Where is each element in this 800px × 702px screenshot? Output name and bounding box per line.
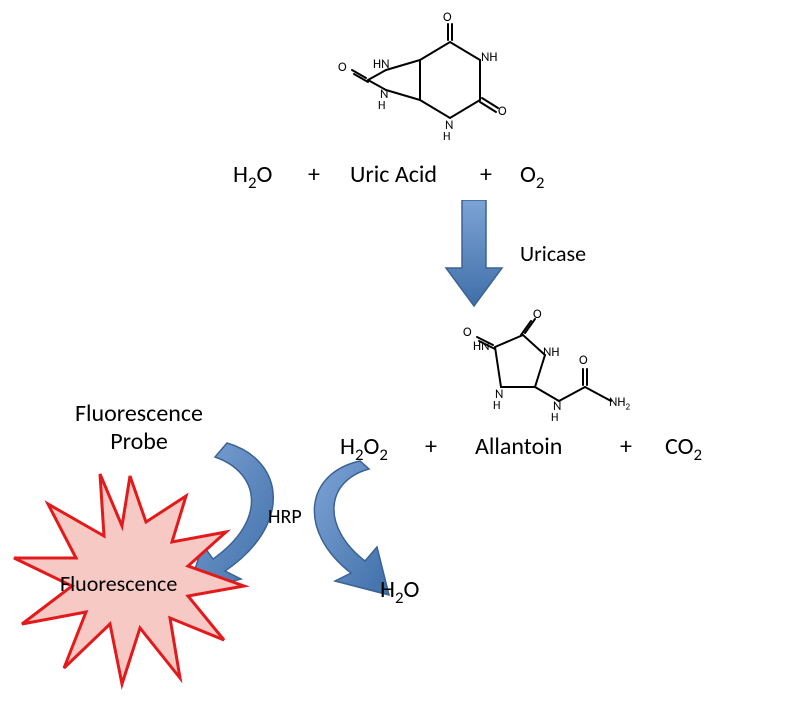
- uricase-label: Uricase: [520, 240, 586, 267]
- uric-H-b: H: [443, 130, 450, 144]
- prod-co2: CO2: [665, 432, 702, 465]
- uric-O-left: O: [338, 60, 347, 75]
- al-O-side: O: [579, 353, 588, 368]
- uricase-arrow: [444, 200, 504, 315]
- diagram-stage: O O O NH HN N H N H H2O + Uric Acid + O2…: [0, 0, 800, 702]
- al-O-top: O: [533, 307, 542, 322]
- hrp-label: HRP: [268, 505, 302, 529]
- uric-HN-tl: HN: [373, 57, 390, 72]
- uric-O-top: O: [443, 10, 452, 25]
- uric-O-right: O: [498, 104, 507, 119]
- al-NH2: NH2: [609, 395, 630, 413]
- al-NH-r: NH: [543, 345, 560, 360]
- uric-H-bl: H: [378, 99, 385, 113]
- prod-allantoin: Allantoin: [475, 432, 562, 461]
- al-H-br: H: [551, 411, 558, 425]
- uric-acid-structure: O O O NH HN N H N H: [340, 20, 515, 150]
- prod-plus1: +: [425, 432, 437, 461]
- fluorescence-text: Fluorescence: [60, 570, 177, 597]
- al-HN-l: HN: [473, 339, 490, 354]
- prod-plus2: +: [620, 432, 632, 461]
- uric-acid-svg: [340, 20, 515, 150]
- reactant-plus2: +: [480, 160, 492, 189]
- al-O-left: O: [463, 325, 472, 340]
- h2o-out: H2O: [380, 575, 419, 608]
- reactant-h2o: H2O: [233, 160, 272, 193]
- reactant-o2: O2: [520, 160, 544, 193]
- reactant-plus1: +: [308, 160, 320, 189]
- reactant-uric-acid: Uric Acid: [350, 160, 437, 189]
- al-H-bl: H: [493, 399, 500, 413]
- allantoin-structure: O O O HN NH N H N H NH2: [435, 315, 635, 430]
- uric-NH-tr: NH: [481, 50, 498, 65]
